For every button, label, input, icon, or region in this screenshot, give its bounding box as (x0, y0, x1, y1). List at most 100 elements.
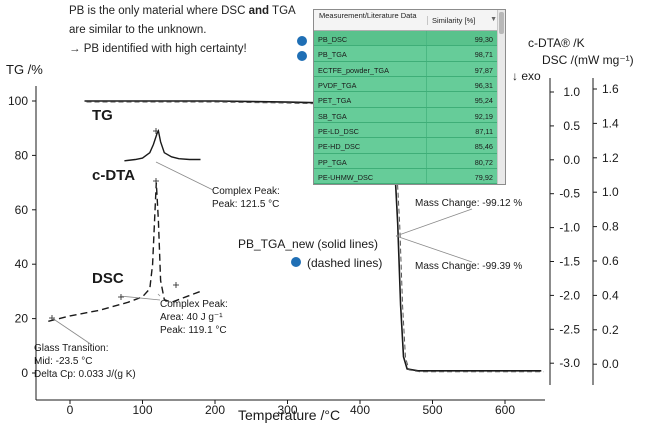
y-right2-tick-label: 1.2 (602, 151, 619, 165)
results-row[interactable]: PET_TGA 95,24 (314, 92, 499, 108)
results-row-separator (426, 123, 427, 138)
y-right2-tick-label: 1.6 (602, 82, 619, 96)
dsc-peak-marker (153, 178, 159, 184)
y-right1-tick-label: -0.5 (559, 187, 580, 201)
results-row-similarity: 79,92 (474, 173, 493, 183)
mass-change-solid: Mass Change: -99.12 % (415, 198, 522, 209)
results-row-similarity: 85,46 (474, 142, 493, 152)
x-ticks: 0 100 200 300 400 500 600 (67, 400, 515, 417)
results-row-name: PE-HD_DSC (318, 142, 361, 152)
y-right2-tick-label: 0.4 (602, 288, 619, 302)
results-row-similarity: 97,87 (474, 65, 493, 75)
y-left-tick-label: 40 (15, 257, 29, 271)
y-right1-tick-label: 0.5 (563, 119, 580, 133)
results-row-separator (426, 107, 427, 123)
intro-line-1: PB is the only material where DSC and TG… (69, 5, 296, 17)
results-row-name: SB_TGA (318, 111, 347, 121)
glass-transition-title: Glass Transition: (34, 343, 108, 354)
legend-dashed-lines: (dashed lines) (307, 256, 382, 270)
y-right2-tick-label: 1.4 (602, 116, 619, 130)
results-row-name: PVDF_TGA (318, 81, 357, 91)
glass-transition-deltacp: Delta Cp: 0.033 J/(g K) (34, 369, 136, 380)
results-row-name: ECTFE_powder_TGA (318, 65, 389, 75)
cdta-curve-label: c-DTA (92, 167, 135, 184)
results-row-separator (426, 92, 427, 107)
y-right2-ticks: 1.6 1.4 1.2 1.0 0.8 0.6 0.4 0.2 0.0 (593, 82, 619, 371)
y-right2-tick-label: 1.0 (602, 185, 619, 199)
x-tick-label: 400 (350, 403, 370, 417)
y-right1-tick-label: -1.5 (559, 255, 580, 269)
results-row[interactable]: PE-HD_DSC 85,46 (314, 138, 499, 154)
column-header-similarity[interactable]: Similarity [%] (427, 16, 494, 25)
results-row-similarity: 99,30 (474, 35, 493, 44)
results-row-similarity: 87,11 (475, 127, 493, 137)
dsc-area-end-marker (173, 282, 179, 288)
results-row-similarity: 80,72 (474, 157, 493, 167)
results-row-name: PE-UHMW_DSC (318, 173, 374, 183)
dsc-peak-value: Peak: 119.1 °C (160, 325, 227, 336)
x-tick-label: 100 (132, 403, 152, 417)
results-row[interactable]: PB_TGA 98,71 (314, 46, 499, 62)
x-tick-label: 300 (277, 403, 297, 417)
results-row[interactable]: PE-UHMW_DSC 79,92 (314, 169, 499, 184)
cdta-peak-value: Peak: 121.5 °C (212, 199, 279, 210)
y-right1-tick-label: 1.0 (563, 85, 580, 99)
cdta-peak-title: Complex Peak: (212, 186, 280, 197)
results-row[interactable]: PVDF_TGA 96,31 (314, 77, 499, 93)
tg-curve-label: TG (92, 107, 113, 124)
y-right2-tick-label: 0.0 (602, 357, 619, 371)
y-right1-tick-label: -2.5 (559, 322, 580, 336)
results-table-body: PB_DSC 99,30 PB_TGA 98,71 ECTFE_powder_TGA 97… (314, 31, 499, 184)
y-right2-label: DSC /(mW mg⁻¹) (542, 53, 634, 67)
x-tick-label: 600 (495, 403, 515, 417)
column-header-name[interactable]: Measurement/Literature Data (319, 11, 417, 20)
y-right1-tick-label: -2.0 (559, 288, 580, 302)
cdta-curve (124, 128, 201, 162)
results-row-name: PB_TGA (318, 50, 347, 60)
y-right1-tick-label: 0.0 (563, 153, 580, 167)
y-left-ticks: 0 20 40 60 80 100 (8, 94, 36, 380)
results-row-name: PB_DSC (318, 35, 348, 44)
results-row-similarity: 92,19 (474, 111, 493, 121)
mass-change-dashed: Mass Change: -99.39 % (415, 261, 522, 272)
results-row-separator (426, 169, 427, 184)
results-row[interactable]: SB_TGA 92,19 (314, 107, 499, 124)
legend-solid-lines: PB_TGA_new (solid lines) (238, 237, 378, 251)
y-right1-tick-label: -3.0 (559, 356, 580, 370)
results-row[interactable]: ECTFE_powder_TGA 97,87 (314, 61, 499, 78)
results-row[interactable]: PB_DSC 99,30 (314, 31, 499, 47)
similarity-results-panel[interactable]: Measurement/Literature Data Similarity [… (313, 9, 506, 185)
results-row[interactable]: PP_TGA 80,72 (314, 153, 499, 170)
sort-descending-icon[interactable]: ▼ (490, 16, 497, 23)
results-row-similarity: 95,24 (474, 96, 493, 106)
results-row-similarity: 98,71 (474, 50, 493, 60)
results-row-name: PP_TGA (318, 157, 347, 167)
y-right1-label: c-DTA® /K (528, 36, 585, 50)
intro-line-2: are similar to the unknown. (69, 24, 207, 36)
x-tick-label: 500 (422, 403, 442, 417)
results-row-separator (426, 61, 427, 77)
y-right2-tick-label: 0.2 (602, 323, 619, 337)
y-left-label: TG /% (6, 62, 43, 77)
x-axis-label: Temperature /°C (238, 407, 340, 423)
dsc-peak-area: Area: 40 J g⁻¹ (160, 312, 223, 323)
dsc-peak-title: Complex Peak: (160, 299, 228, 310)
intro-line-3: → PB identified with high certainty! (69, 43, 247, 55)
peak-markers (49, 128, 179, 321)
results-row-name: PET_TGA (318, 96, 352, 106)
dsc-curve (48, 182, 201, 322)
glass-transition-mid: Mid: -23.5 °C (34, 356, 92, 367)
y-left-tick-label: 0 (21, 366, 28, 380)
scrollbar-thumb[interactable] (499, 12, 504, 34)
y-left-tick-label: 80 (15, 148, 29, 162)
x-tick-label: 200 (205, 403, 225, 417)
results-row-separator (426, 138, 427, 153)
legend-dashed-dot (291, 257, 301, 267)
results-scrollbar[interactable] (497, 10, 505, 184)
y-right2-tick-label: 0.8 (602, 220, 619, 234)
y-left-tick-label: 60 (15, 203, 29, 217)
y-left-tick-label: 20 (15, 312, 29, 326)
dsc-area-start-marker (118, 294, 124, 300)
results-row[interactable]: PE-LD_DSC 87,11 (314, 123, 499, 139)
